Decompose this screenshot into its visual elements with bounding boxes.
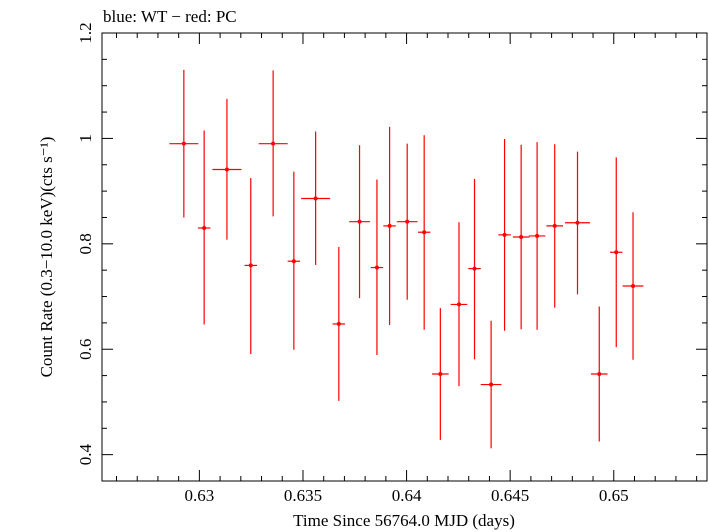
data-point xyxy=(512,144,530,330)
data-marker xyxy=(248,263,253,268)
y-tick-label: 0.6 xyxy=(76,339,95,360)
x-tick-label: 0.65 xyxy=(599,486,629,505)
data-point xyxy=(417,135,431,330)
data-point xyxy=(396,143,418,300)
data-marker xyxy=(181,141,186,146)
data-point xyxy=(546,144,564,308)
data-marker xyxy=(552,223,557,228)
data-point xyxy=(480,320,502,449)
data-marker xyxy=(422,230,427,235)
data-point xyxy=(432,308,449,440)
data-point xyxy=(468,178,481,360)
data-point xyxy=(622,212,644,360)
data-point xyxy=(370,179,384,356)
data-point xyxy=(498,138,511,331)
data-point xyxy=(332,246,346,401)
data-marker xyxy=(313,196,318,201)
data-marker xyxy=(202,226,207,231)
y-tick-label: 0.4 xyxy=(76,444,95,466)
data-point xyxy=(610,157,623,348)
data-marker xyxy=(405,219,410,224)
plot-frame xyxy=(101,32,708,482)
data-marker xyxy=(374,265,379,270)
data-marker xyxy=(631,283,636,288)
data-point xyxy=(244,177,257,354)
data-marker xyxy=(535,233,540,238)
data-marker xyxy=(575,220,580,225)
chart-title: blue: WT − red: PC xyxy=(103,7,237,26)
data-point xyxy=(197,130,211,325)
data-point xyxy=(301,131,331,265)
data-marker xyxy=(387,223,392,228)
data-point xyxy=(258,70,288,217)
data-point xyxy=(590,306,608,442)
data-marker xyxy=(519,234,524,239)
data-marker xyxy=(489,382,494,387)
data-marker xyxy=(614,250,619,255)
y-tick-label: 1.2 xyxy=(76,22,95,43)
x-tick-label: 0.64 xyxy=(392,486,422,505)
data-point xyxy=(169,69,199,218)
x-tick-label: 0.645 xyxy=(491,486,529,505)
data-marker xyxy=(502,232,507,237)
data-point xyxy=(565,151,590,295)
data-point xyxy=(212,98,242,240)
data-point xyxy=(349,145,370,299)
data-marker xyxy=(438,372,443,377)
x-tick-label: 0.635 xyxy=(284,486,322,505)
y-axis-label: Count Rate (0.3−10.0 keV)(cts s⁻¹) xyxy=(37,137,56,378)
data-marker xyxy=(472,266,477,271)
data-point xyxy=(383,126,396,325)
x-tick-label: 0.63 xyxy=(185,486,215,505)
data-point xyxy=(287,171,301,350)
data-marker xyxy=(357,219,362,224)
data-marker xyxy=(224,167,229,172)
data-point xyxy=(450,222,468,387)
axis-ticks: 0.63 0.635 0.64 0.645 0.65 0.4 0.6 0.8 1 1.2 xyxy=(76,22,707,505)
y-tick-label: 0.8 xyxy=(76,233,95,254)
y-tick-label: 1 xyxy=(76,134,95,143)
data-points xyxy=(169,69,644,449)
data-marker xyxy=(456,302,461,307)
data-marker xyxy=(336,321,341,326)
data-marker xyxy=(271,141,276,146)
data-marker xyxy=(597,372,602,377)
data-marker xyxy=(291,259,296,264)
data-point xyxy=(528,142,546,330)
x-axis-label: Time Since 56764.0 MJD (days) xyxy=(293,511,515,530)
